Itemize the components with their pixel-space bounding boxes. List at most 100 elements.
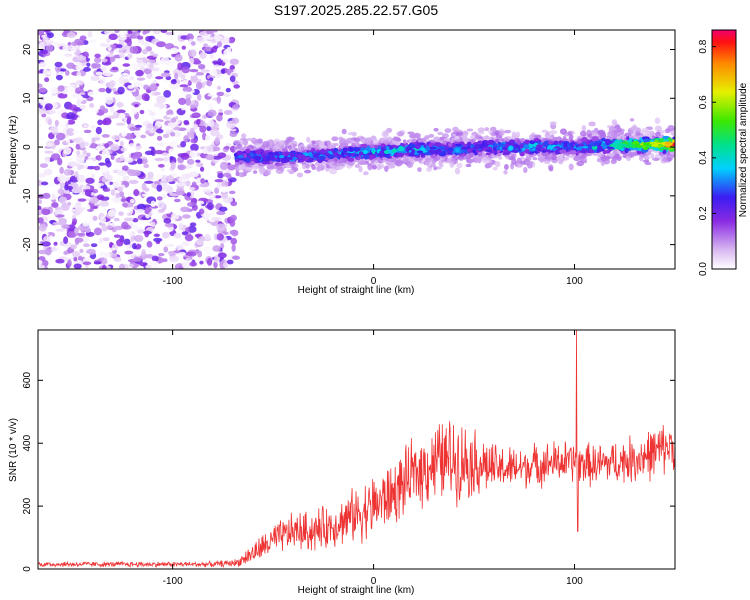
spectrogram-halo-mark [359, 160, 367, 166]
spectrogram-noise-mark [53, 241, 58, 246]
spectrogram-halo-mark [331, 136, 339, 142]
spectrogram-noise-mark [220, 242, 225, 250]
spectrogram-noise-mark [122, 175, 130, 181]
spectrogram-ridge-mark [497, 153, 502, 157]
spectrogram-noise-mark [41, 241, 51, 247]
spectrogram-noise-mark [65, 70, 70, 76]
spectrogram-noise-mark [38, 107, 47, 115]
spectrogram-ridge-mark [411, 148, 416, 154]
spectrogram-noise-mark [102, 264, 107, 269]
spectrogram-halo-mark [519, 160, 526, 165]
spectrogram-halo-mark [393, 136, 401, 142]
spectrogram-noise-mark [207, 109, 217, 117]
spectrogram-noise-mark [189, 150, 198, 158]
spectrogram-noise-mark [71, 221, 77, 226]
spectrogram-noise-mark [145, 35, 153, 42]
spectrogram-ridge-mark [513, 144, 519, 149]
spectrogram-noise-mark [156, 41, 166, 48]
spectrogram-noise-mark [166, 114, 177, 118]
spectrogram-noise-mark [193, 123, 199, 130]
spectrogram-noise-mark [148, 212, 153, 217]
spectrogram-noise-mark [38, 132, 45, 140]
spectrogram-halo-mark [367, 163, 373, 171]
spectrogram-peak-mark [617, 143, 623, 147]
spectrogram-ridge-mark [320, 148, 325, 154]
spectrogram-noise-mark [86, 165, 96, 170]
spectrogram-ridge-mark [547, 140, 554, 145]
spectrogram-ridge-mark [448, 142, 453, 147]
spectrogram-noise-mark [191, 113, 199, 117]
spectrogram-ridge-mark [342, 147, 348, 153]
spectrogram-noise-mark [41, 113, 47, 118]
spectrogram-ridge-mark [434, 142, 442, 147]
spectrogram-noise-mark [163, 89, 172, 98]
spectrogram-noise-mark [106, 247, 116, 251]
spectrogram-noise-mark [117, 86, 125, 95]
spectrogram-halo-mark [245, 167, 253, 171]
spectrogram-halo-mark [609, 152, 615, 157]
spectrogram-noise-mark [73, 263, 82, 269]
colorbar-tick-label: 0.0 [698, 262, 709, 276]
spectrogram-noise-mark [149, 51, 154, 55]
spectrogram-halo-mark [549, 130, 558, 135]
spectrogram-noise-mark [186, 33, 194, 41]
spectrogram-noise-mark [135, 69, 144, 77]
spectrogram-noise-mark [55, 228, 65, 232]
spectrogram-noise-mark [83, 124, 88, 128]
spectrogram-noise-mark [122, 63, 131, 67]
spectrogram-halo-mark [371, 165, 377, 170]
spectrogram-noise-mark [76, 55, 87, 61]
spectrogram-noise-mark [154, 149, 164, 155]
spectrogram-halo-mark [347, 132, 355, 136]
spectrogram-noise-mark [166, 175, 174, 183]
spectrogram-halo-mark [654, 117, 661, 125]
spectrogram-noise-mark [196, 162, 204, 167]
spectrogram-noise-mark [141, 193, 150, 197]
spectrogram-noise-mark [42, 69, 49, 76]
spectrogram-noise-mark [200, 69, 211, 73]
spectrogram-noise-mark [231, 117, 240, 124]
spectrogram-ridge-mark [360, 143, 368, 149]
spectrogram-halo-mark [352, 137, 361, 142]
spectrogram-halo-mark [488, 130, 493, 134]
spectrogram-noise-mark [42, 192, 51, 199]
spectrogram-halo-mark [285, 137, 291, 144]
spectrogram-noise-mark [92, 188, 99, 194]
spectrogram-noise-mark [126, 39, 132, 47]
spectrogram-halo-mark [319, 145, 328, 149]
spectrogram-ridge-mark [602, 144, 608, 150]
spectrogram-noise-mark [216, 210, 226, 216]
spectrogram-halo-mark [607, 131, 613, 136]
spectrogram-halo-mark [387, 136, 392, 142]
spectrogram-halo-mark [437, 131, 444, 135]
spectrogram-halo-mark [484, 127, 490, 132]
spectrogram-halo-mark [284, 164, 290, 169]
spectrogram-halo-mark [304, 169, 312, 174]
spectrogram-ridge-mark [604, 138, 611, 144]
spectrogram-peak-mark [626, 143, 633, 147]
spectrogram-noise-mark [38, 123, 42, 128]
spectrogram-halo-mark [573, 155, 581, 162]
spectrogram-halo-mark [449, 161, 455, 168]
spectrogram-halo-mark [503, 170, 508, 175]
spectrogram-halo-mark [381, 130, 390, 138]
spectrogram-ridge-mark [466, 148, 472, 153]
spectrogram-noise-mark [99, 200, 110, 207]
spectrogram-noise-mark [63, 168, 72, 176]
spectrogram-ridge-mark [536, 144, 544, 149]
spectrogram-ridge-mark [568, 142, 574, 147]
spectrogram-halo-mark [588, 121, 596, 127]
spectrogram-ridge-mark [245, 148, 251, 154]
spectrogram-halo-mark [242, 138, 248, 146]
spectrogram-noise-mark [173, 178, 178, 182]
spectrogram-noise-mark [189, 190, 195, 199]
spectrogram-noise-mark [107, 46, 112, 52]
spectrogram-ridge-mark [662, 135, 670, 140]
spectrogram-noise-mark [181, 79, 189, 85]
spectrogram-noise-mark [146, 62, 155, 70]
spectrogram-noise-mark [223, 93, 231, 97]
spectrogram-ridge-mark [532, 147, 536, 151]
spectrogram-noise-mark [143, 163, 150, 169]
